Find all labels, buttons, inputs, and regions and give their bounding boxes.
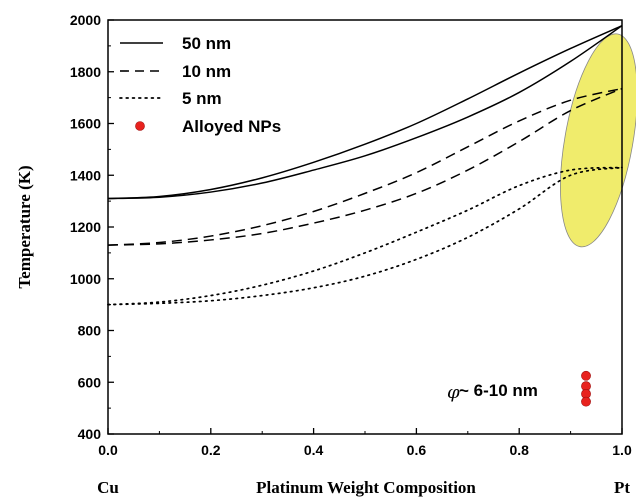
y-tick-label: 1600 — [70, 116, 101, 132]
plot-frame — [107, 19, 623, 435]
x-tick-label: 0.0 — [98, 442, 118, 458]
y-tick-label: 1800 — [70, 64, 101, 80]
y-tick-label: 800 — [78, 323, 102, 339]
series-10nm-upper-curve — [107, 87, 623, 246]
y-tick-label: 1400 — [70, 167, 101, 183]
x-axis-label: Platinum Weight Composition — [256, 478, 476, 497]
y-tick-label: 2000 — [70, 12, 101, 28]
series-layer — [107, 25, 623, 306]
legend-label-10nm: 10 nm — [182, 62, 231, 81]
alloyed-np-point — [581, 370, 591, 381]
x-tick-label: 0.6 — [407, 442, 427, 458]
legend: 50 nm 10 nm 5 nm Alloyed NPs — [119, 34, 281, 136]
axes — [107, 19, 623, 435]
legend-label-alloyed-nps: Alloyed NPs — [182, 117, 281, 136]
series-10nm-lower-curve — [107, 87, 623, 246]
y-tick-label: 1000 — [70, 271, 101, 287]
y-tick-label: 400 — [78, 426, 102, 442]
x-tick-label: 0.2 — [201, 442, 221, 458]
y-tick-label: 1200 — [70, 219, 101, 235]
annotation-text: ~ 6-10 nm — [459, 381, 538, 400]
series-50nm-upper-curve — [107, 25, 623, 200]
y-tick-label: 600 — [78, 374, 102, 390]
legend-label-50nm: 50 nm — [182, 34, 231, 53]
x-right-end-label: Pt — [614, 478, 630, 497]
x-tick-label: 0.8 — [509, 442, 529, 458]
x-tick-label: 1.0 — [612, 442, 632, 458]
y-axis-label: Temperature (K) — [15, 165, 34, 288]
series-5nm-upper-curve — [107, 166, 623, 306]
x-tick-label: 0.4 — [304, 442, 324, 458]
alloyed-np-point — [581, 396, 591, 407]
x-left-end-label: Cu — [97, 478, 119, 497]
series-5nm-lower-curve — [107, 166, 623, 306]
series-50nm-lower-curve — [107, 25, 623, 200]
alloy-region-highlight — [560, 33, 636, 248]
alloyed-np-markers — [581, 370, 591, 407]
ticks: 0.0 0.2 0.4 0.6 0.8 1.0 400 600 800 1000 1200 1400 1… — [70, 12, 632, 458]
legend-swatch-alloyed-nps — [135, 121, 145, 131]
size-annotation: φ ~ 6-10 nm — [447, 381, 538, 403]
legend-label-5nm: 5 nm — [182, 89, 222, 108]
annotation-symbol: φ — [447, 382, 460, 403]
